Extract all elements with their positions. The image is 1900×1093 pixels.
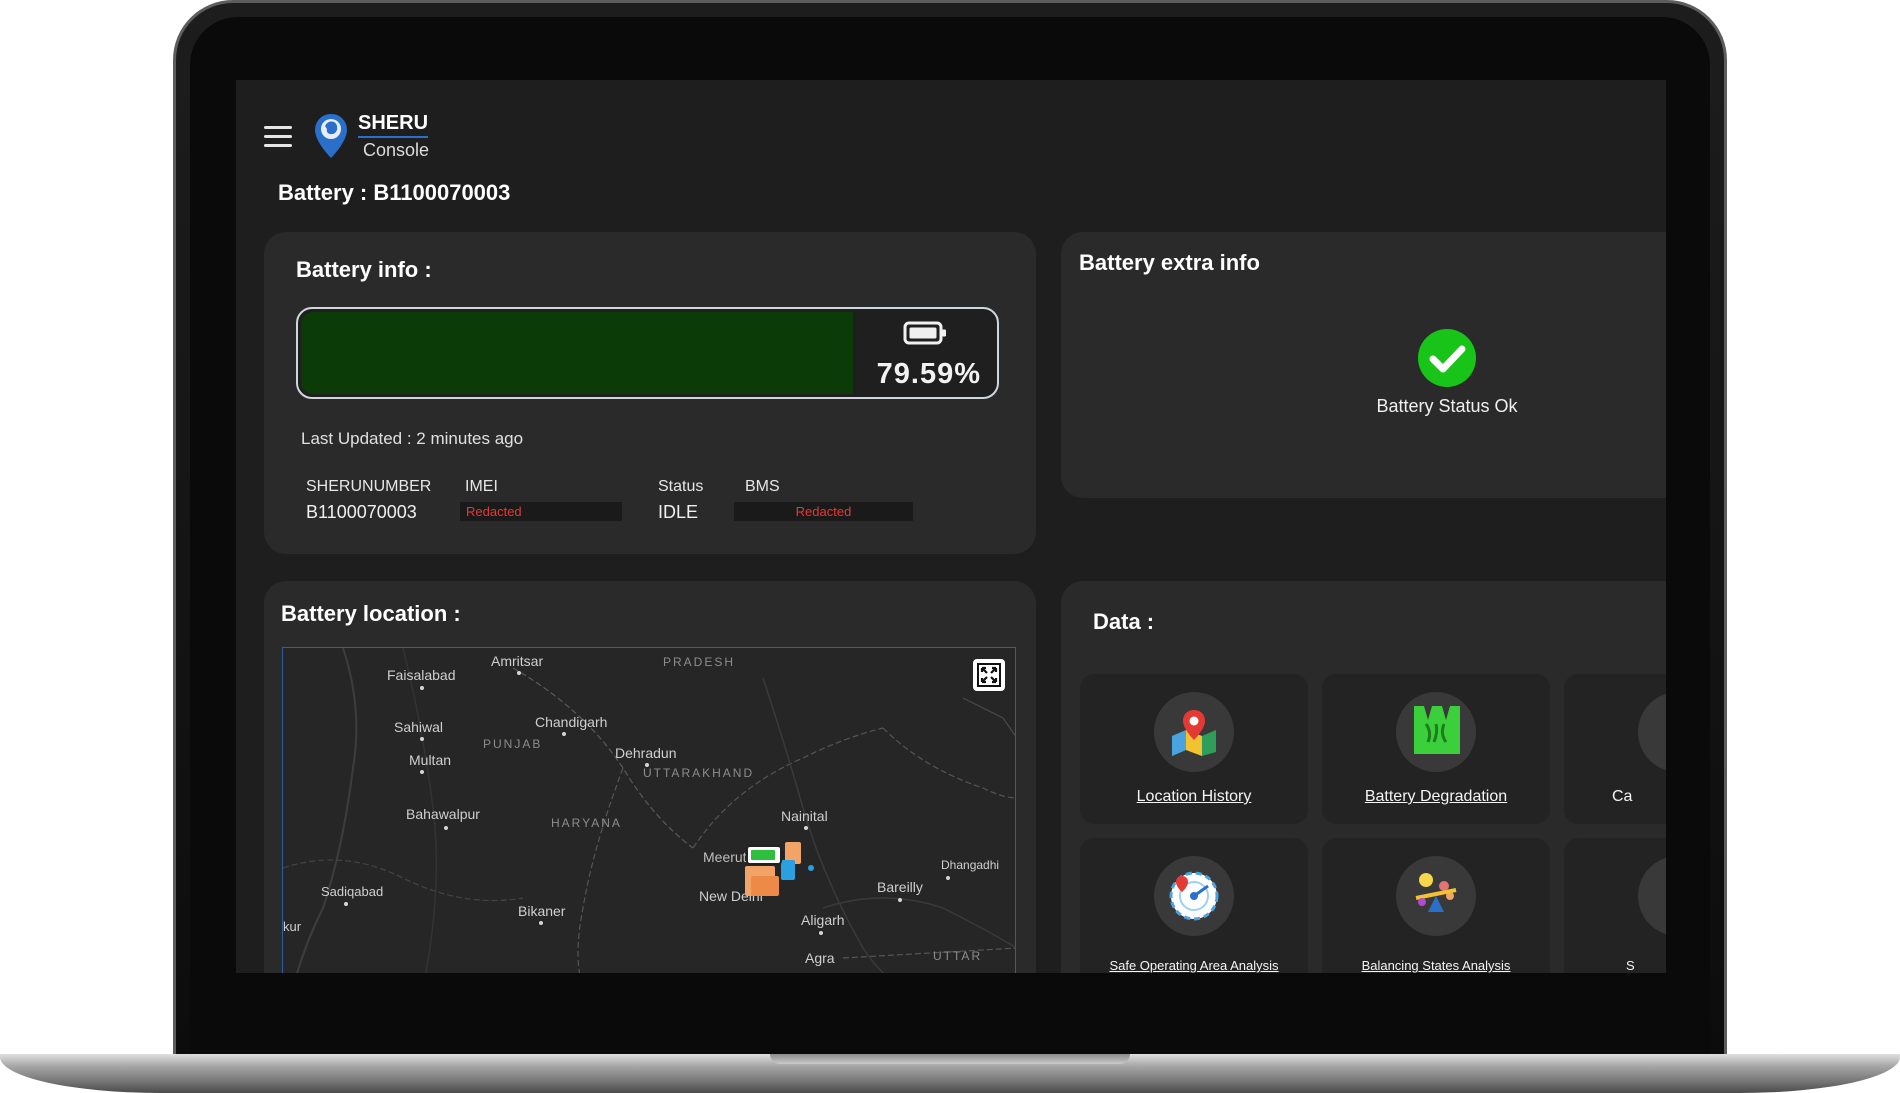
map-city-dot bbox=[898, 898, 902, 902]
map-city-dot bbox=[819, 931, 823, 935]
sherunumber-label: SHERUNUMBER bbox=[306, 478, 432, 495]
status-value: IDLE bbox=[658, 502, 699, 522]
tile-label: Location History bbox=[1136, 788, 1252, 805]
data-card: Data : Location History Battery Degradat… bbox=[1061, 581, 1666, 973]
bms-value: Redacted bbox=[734, 502, 913, 521]
sherunumber-value: B1100070003 bbox=[306, 502, 417, 522]
tile-label: Balancing States Analysis bbox=[1361, 958, 1511, 973]
tile-label: Safe Operating Area Analysis bbox=[1109, 958, 1279, 973]
map-label: Aligarh bbox=[801, 912, 845, 928]
battery-icon bbox=[903, 321, 946, 345]
map-region-label: UTTAR bbox=[933, 949, 983, 963]
map-label: Sadiqabad bbox=[321, 884, 384, 899]
battery-location-marker-icon[interactable] bbox=[741, 838, 821, 908]
map-city-dot bbox=[420, 770, 424, 774]
battery-charge-fill bbox=[301, 312, 853, 394]
tile-label: Ca bbox=[1612, 788, 1633, 805]
laptop-notch bbox=[770, 1054, 1130, 1064]
map-city-dot bbox=[444, 826, 448, 830]
map-city-dot bbox=[420, 686, 424, 690]
imei-label: IMEI bbox=[465, 478, 498, 495]
app-screen: SHERU Console Battery : B1100070003 Batt… bbox=[236, 80, 1666, 973]
map-label: Multan bbox=[409, 752, 452, 768]
map-region-label: PUNJAB bbox=[483, 737, 543, 751]
battery-charge-percent: 79.59% bbox=[876, 358, 981, 390]
map-label: Bahawalpur bbox=[406, 806, 480, 822]
map-label: kur bbox=[283, 919, 302, 934]
brand-subtitle: Console bbox=[363, 140, 430, 160]
map-label: Faisalabad bbox=[387, 667, 456, 683]
tile-balancing-states[interactable]: Balancing States Analysis bbox=[1322, 838, 1550, 973]
map-city-dot bbox=[420, 737, 424, 741]
tile-additional-analysis[interactable]: S bbox=[1564, 838, 1666, 973]
battery-extra-info-title: Battery extra info bbox=[1079, 250, 1260, 275]
page-title: Battery : B1100070003 bbox=[278, 180, 511, 205]
map-label: Nainital bbox=[781, 808, 828, 824]
data-title: Data : bbox=[1093, 609, 1155, 634]
unknown-icon bbox=[1638, 856, 1666, 936]
status-label: Status bbox=[658, 478, 704, 495]
map-region-label: PRADESH bbox=[663, 655, 736, 669]
menu-icon[interactable] bbox=[264, 126, 292, 148]
sheru-logo-icon bbox=[315, 114, 347, 158]
battery-location-card: Battery location : Amritsar PRADESH Fais… bbox=[264, 581, 1036, 973]
map-region-label: UTTARAKHAND bbox=[643, 766, 755, 780]
imei-value: Redacted bbox=[460, 502, 622, 521]
soa-icon bbox=[1169, 871, 1219, 921]
map-label: Bareilly bbox=[877, 879, 923, 895]
check-circle-icon bbox=[1418, 329, 1476, 387]
balance-icon bbox=[1415, 873, 1457, 912]
battery-map[interactable]: Amritsar PRADESH Faisalabad Sahiwal Chan… bbox=[282, 647, 1016, 973]
tile-label: Battery Degradation bbox=[1364, 788, 1508, 805]
map-city-dot bbox=[645, 763, 649, 767]
battery-info-card: Battery info : 79.59% Last Updated : 2 m… bbox=[264, 232, 1036, 554]
map-pin-icon bbox=[1172, 710, 1216, 756]
map-label: Sahiwal bbox=[394, 719, 444, 735]
map-city-dot bbox=[517, 671, 521, 675]
battery-extra-info-card: Battery extra info Battery Status Ok bbox=[1061, 232, 1666, 498]
map-city-dot bbox=[804, 826, 808, 830]
map-label: Amritsar bbox=[491, 653, 544, 669]
brand-title[interactable]: SHERU bbox=[358, 112, 429, 138]
map-label: Dehradun bbox=[615, 745, 677, 761]
tile-cycle-analysis[interactable]: Ca bbox=[1564, 674, 1666, 824]
map-region-label: HARYANA bbox=[551, 816, 622, 830]
map-city-dot bbox=[946, 876, 950, 880]
map-fullscreen-button[interactable] bbox=[973, 659, 1005, 691]
map-label: Bikaner bbox=[518, 903, 566, 919]
degradation-icon bbox=[1414, 706, 1460, 754]
map-label: Dhangadhi bbox=[941, 858, 1000, 872]
map-city-dot bbox=[344, 902, 348, 906]
tile-label: S bbox=[1626, 958, 1635, 973]
last-updated-text: Last Updated : 2 minutes ago bbox=[301, 429, 524, 448]
tile-location-history[interactable]: Location History bbox=[1080, 674, 1308, 824]
battery-status-text: Battery Status Ok bbox=[1376, 396, 1518, 416]
map-terrain bbox=[283, 648, 1015, 973]
map-label: Chandigarh bbox=[535, 714, 608, 730]
battery-info-title: Battery info : bbox=[296, 257, 432, 282]
map-city-dot bbox=[562, 732, 566, 736]
cycle-icon bbox=[1638, 692, 1666, 772]
fullscreen-icon bbox=[977, 663, 1001, 687]
map-label: Agra bbox=[805, 950, 835, 966]
tile-battery-degradation[interactable]: Battery Degradation bbox=[1322, 674, 1550, 824]
tile-safe-operating-area[interactable]: Safe Operating Area Analysis bbox=[1080, 838, 1308, 973]
battery-location-title: Battery location : bbox=[281, 601, 461, 626]
battery-charge-bar: 79.59% bbox=[296, 307, 999, 399]
map-label: Meerut bbox=[703, 849, 747, 865]
map-city-dot bbox=[539, 921, 543, 925]
bms-label: BMS bbox=[745, 478, 780, 495]
